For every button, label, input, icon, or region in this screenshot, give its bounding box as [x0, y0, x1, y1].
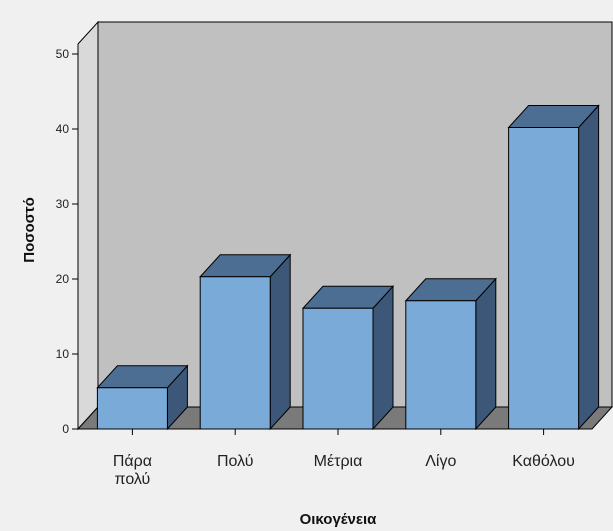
bar-front: [302, 307, 374, 430]
x-tick-label: Λίγο: [425, 453, 456, 470]
bar-front: [199, 276, 271, 430]
bar: [96, 364, 189, 431]
y-axis-title: Ποσοστό: [21, 197, 38, 263]
y-axis: 0 10 20 30 40 50: [56, 44, 79, 436]
x-axis: Πάρα πολύ Πολύ Μέτρια Λίγο Καθόλου: [113, 429, 575, 488]
bar-side: [578, 104, 600, 431]
left-wall: [77, 20, 99, 431]
x-tick-label: Μέτρια: [314, 453, 363, 470]
x-tick-label-line: Καθόλου: [512, 453, 575, 470]
y-tick-label: 0: [62, 422, 69, 436]
bar-side: [269, 253, 291, 431]
bar: [507, 104, 600, 431]
bar-front: [96, 387, 168, 430]
x-tick-label-line: πολύ: [115, 471, 151, 488]
bar-front: [508, 127, 580, 430]
x-tick-label-line: Πάρα: [113, 453, 152, 470]
x-tick-label-line: Μέτρια: [314, 453, 363, 470]
x-tick-label-line: Λίγο: [425, 453, 456, 470]
x-axis-title: Οικογένεια: [300, 511, 378, 528]
bars: [96, 104, 600, 431]
bar: [404, 277, 497, 431]
x-tick-label-line: Πολύ: [217, 453, 254, 470]
y-tick-label: 20: [56, 272, 70, 286]
bar-side: [372, 284, 394, 431]
x-tick-label: Καθόλου: [512, 453, 575, 470]
bar: [199, 253, 292, 431]
y-tick-label: 40: [56, 122, 70, 136]
y-tick-label: 30: [56, 197, 70, 211]
y-tick-label: 10: [56, 347, 70, 361]
y-tick-label: 50: [56, 47, 70, 61]
bar-side: [475, 277, 497, 431]
x-tick-label: Πάρα πολύ: [113, 453, 152, 488]
bar: [301, 284, 395, 431]
bar-front: [405, 300, 477, 430]
x-tick-label: Πολύ: [217, 453, 254, 470]
